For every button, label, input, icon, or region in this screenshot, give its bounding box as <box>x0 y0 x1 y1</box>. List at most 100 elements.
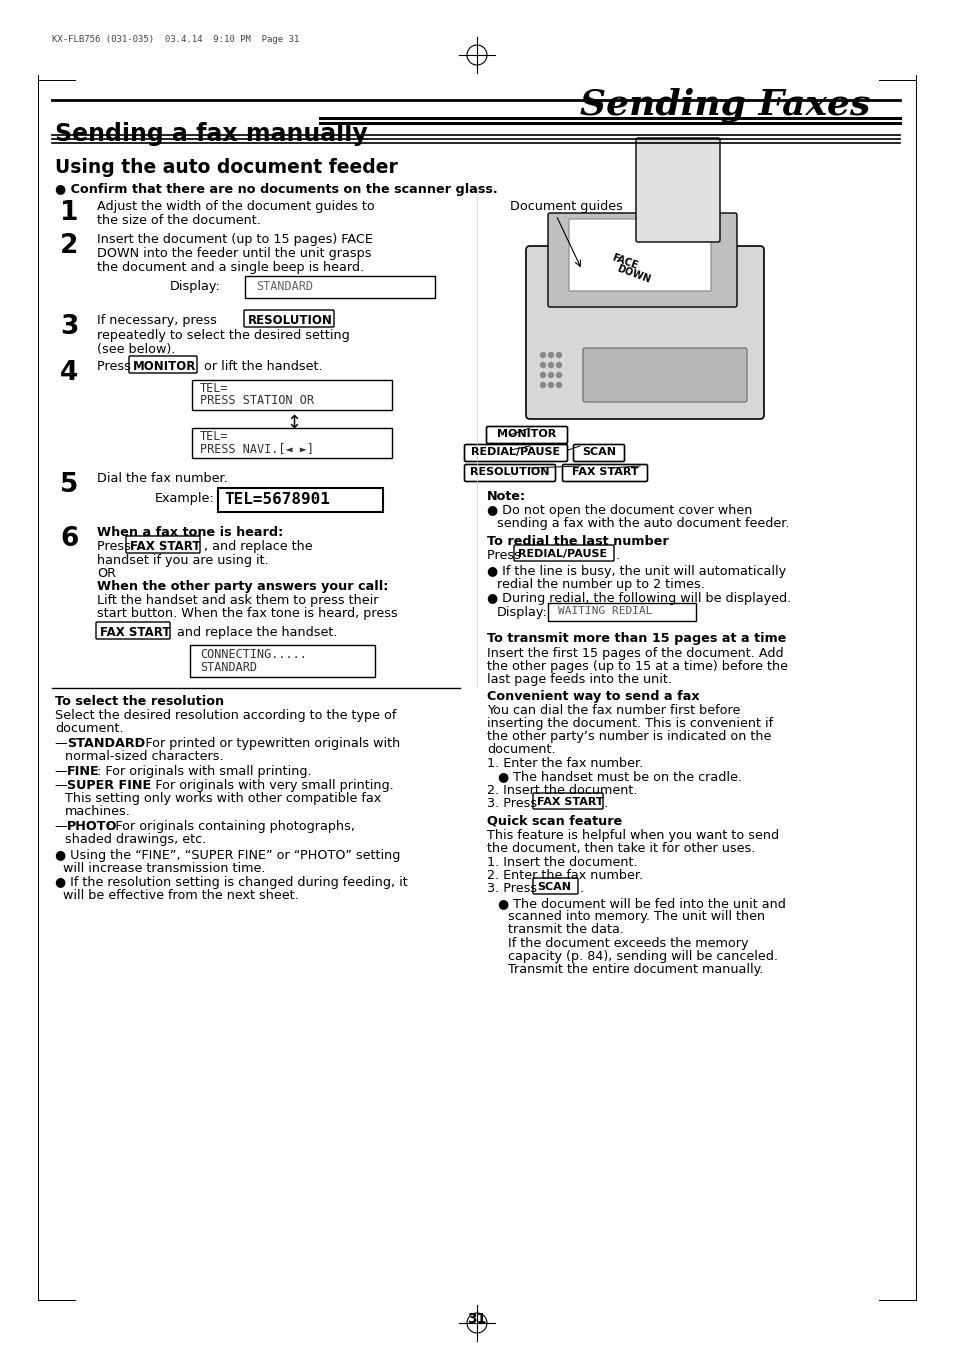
Text: 3: 3 <box>60 314 78 340</box>
Bar <box>192 428 392 459</box>
Text: REDIAL/PAUSE: REDIAL/PAUSE <box>517 549 606 558</box>
Circle shape <box>556 363 561 367</box>
Text: the size of the document.: the size of the document. <box>97 214 260 227</box>
Text: 3. Press: 3. Press <box>486 882 540 894</box>
Text: FAX START: FAX START <box>571 467 638 478</box>
Text: capacity (p. 84), sending will be canceled.: capacity (p. 84), sending will be cancel… <box>507 950 778 963</box>
Text: ↕: ↕ <box>286 414 301 432</box>
Text: Press: Press <box>97 540 134 553</box>
FancyBboxPatch shape <box>464 445 567 461</box>
Text: will be effective from the next sheet.: will be effective from the next sheet. <box>63 889 298 902</box>
FancyBboxPatch shape <box>514 545 614 561</box>
Text: Document guides: Document guides <box>510 200 622 213</box>
FancyBboxPatch shape <box>464 464 555 482</box>
Text: —: — <box>55 778 71 792</box>
Text: PHOTO: PHOTO <box>67 820 117 832</box>
Text: To redial the last number: To redial the last number <box>486 536 668 548</box>
Text: PRESS NAVI.[◄ ►]: PRESS NAVI.[◄ ►] <box>200 442 314 455</box>
Text: Press: Press <box>97 360 134 374</box>
Text: To transmit more than 15 pages at a time: To transmit more than 15 pages at a time <box>486 631 785 645</box>
Text: FAX START: FAX START <box>537 797 603 807</box>
Text: DOWN: DOWN <box>615 263 651 285</box>
Text: FAX START: FAX START <box>130 540 200 553</box>
Text: Convenient way to send a fax: Convenient way to send a fax <box>486 689 699 703</box>
Text: STANDARD: STANDARD <box>255 281 313 293</box>
Text: ● The handset must be on the cradle.: ● The handset must be on the cradle. <box>497 770 741 782</box>
Circle shape <box>556 383 561 387</box>
Text: Quick scan feature: Quick scan feature <box>486 815 621 828</box>
Text: Lift the handset and ask them to press their: Lift the handset and ask them to press t… <box>97 594 378 607</box>
Bar <box>190 645 375 677</box>
Text: TEL=5678901: TEL=5678901 <box>224 492 330 507</box>
Text: handset if you are using it.: handset if you are using it. <box>97 554 269 567</box>
Text: and replace the handset.: and replace the handset. <box>172 626 337 639</box>
Text: ● Confirm that there are no documents on the scanner glass.: ● Confirm that there are no documents on… <box>55 183 497 196</box>
Text: 3. Press: 3. Press <box>486 797 540 809</box>
Text: : For printed or typewritten originals with: : For printed or typewritten originals w… <box>137 737 400 750</box>
Text: When the other party answers your call:: When the other party answers your call: <box>97 580 388 594</box>
Text: ● Do not open the document cover when: ● Do not open the document cover when <box>486 505 752 517</box>
Text: last page feeds into the unit.: last page feeds into the unit. <box>486 673 671 687</box>
Circle shape <box>540 352 545 357</box>
Text: ● Using the “FINE”, “SUPER FINE” or “PHOTO” setting: ● Using the “FINE”, “SUPER FINE” or “PHO… <box>55 849 400 862</box>
Text: sending a fax with the auto document feeder.: sending a fax with the auto document fee… <box>497 517 789 530</box>
Circle shape <box>548 363 553 367</box>
Text: DOWN into the feeder until the unit grasps: DOWN into the feeder until the unit gras… <box>97 247 371 260</box>
Text: 1. Insert the document.: 1. Insert the document. <box>486 857 637 869</box>
Text: ● During redial, the following will be displayed.: ● During redial, the following will be d… <box>486 592 790 604</box>
Text: Note:: Note: <box>486 490 525 503</box>
Text: (see below).: (see below). <box>97 343 175 356</box>
Text: .: . <box>579 882 583 894</box>
FancyBboxPatch shape <box>129 356 196 374</box>
Text: Insert the document (up to 15 pages) FACE: Insert the document (up to 15 pages) FAC… <box>97 233 373 246</box>
Text: MONITOR: MONITOR <box>132 360 196 374</box>
Text: TEL=: TEL= <box>200 430 229 442</box>
Text: the document and a single beep is heard.: the document and a single beep is heard. <box>97 260 364 274</box>
Text: repeatedly to select the desired setting: repeatedly to select the desired setting <box>97 329 350 343</box>
FancyBboxPatch shape <box>126 536 200 553</box>
Text: 2: 2 <box>60 233 78 259</box>
Text: Insert the first 15 pages of the document. Add: Insert the first 15 pages of the documen… <box>486 648 782 660</box>
Text: REDIAL/PAUSE: REDIAL/PAUSE <box>471 447 560 457</box>
Text: STANDARD: STANDARD <box>200 661 256 674</box>
Circle shape <box>556 372 561 378</box>
Text: If necessary, press: If necessary, press <box>97 314 221 326</box>
Text: Select the desired resolution according to the type of: Select the desired resolution according … <box>55 710 395 722</box>
Text: inserting the document. This is convenient if: inserting the document. This is convenie… <box>486 718 772 730</box>
FancyBboxPatch shape <box>573 445 624 461</box>
Bar <box>192 380 392 410</box>
Text: ● If the resolution setting is changed during feeding, it: ● If the resolution setting is changed d… <box>55 876 407 889</box>
Text: You can dial the fax number first before: You can dial the fax number first before <box>486 704 740 718</box>
Circle shape <box>540 383 545 387</box>
FancyBboxPatch shape <box>244 310 334 326</box>
Text: Adjust the width of the document guides to: Adjust the width of the document guides … <box>97 200 375 213</box>
Text: or lift the handset.: or lift the handset. <box>200 360 322 374</box>
FancyBboxPatch shape <box>568 219 710 291</box>
Text: PRESS STATION OR: PRESS STATION OR <box>200 394 314 407</box>
Text: OR: OR <box>97 567 116 580</box>
Text: document.: document. <box>55 722 124 735</box>
FancyBboxPatch shape <box>562 464 647 482</box>
Text: 2. Insert the document.: 2. Insert the document. <box>486 784 637 797</box>
Text: When a fax tone is heard:: When a fax tone is heard: <box>97 526 283 540</box>
Text: MONITOR: MONITOR <box>497 429 556 438</box>
FancyBboxPatch shape <box>525 246 763 420</box>
Text: will increase transmission time.: will increase transmission time. <box>63 862 265 876</box>
Text: SCAN: SCAN <box>581 447 616 457</box>
Text: , and replace the: , and replace the <box>204 540 313 553</box>
Text: : For originals with small printing.: : For originals with small printing. <box>97 765 312 778</box>
Text: CONNECTING.....: CONNECTING..... <box>200 648 307 661</box>
Text: Press: Press <box>486 549 524 563</box>
Circle shape <box>556 352 561 357</box>
Circle shape <box>548 383 553 387</box>
Text: machines.: machines. <box>65 805 131 817</box>
Text: 2. Enter the fax number.: 2. Enter the fax number. <box>486 869 642 882</box>
Text: STANDARD: STANDARD <box>67 737 145 750</box>
Text: KX-FLB756 (031-035)  03.4.14  9:10 PM  Page 31: KX-FLB756 (031-035) 03.4.14 9:10 PM Page… <box>52 35 299 45</box>
FancyBboxPatch shape <box>547 213 737 308</box>
Text: Sending Faxes: Sending Faxes <box>579 88 869 123</box>
FancyBboxPatch shape <box>533 878 578 894</box>
Text: normal-sized characters.: normal-sized characters. <box>65 750 223 764</box>
Text: FACE: FACE <box>609 252 638 271</box>
Text: This feature is helpful when you want to send: This feature is helpful when you want to… <box>486 830 779 842</box>
